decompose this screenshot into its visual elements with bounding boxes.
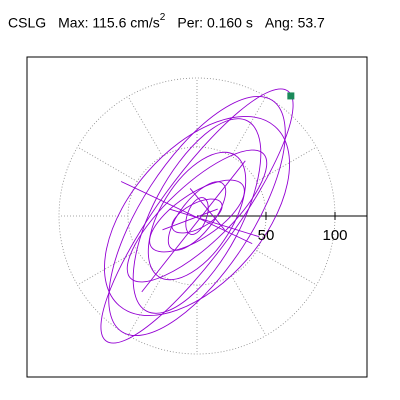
grid-spoke [127, 96, 163, 157]
grid-spoke [256, 146, 317, 182]
max-point-layer [287, 92, 295, 100]
max-point-marker [287, 92, 295, 100]
max-value: 115.6 cm/s [92, 14, 160, 31]
max-label: Max: [58, 14, 89, 31]
motion-loop [147, 151, 247, 281]
radial-tick-label: 50 [258, 227, 275, 244]
motion-loop [132, 118, 262, 314]
grid-spoke [77, 250, 138, 286]
motion-loop [126, 149, 268, 283]
motion-loop [100, 88, 294, 344]
period-label: Per: [177, 14, 204, 31]
grid-spoke [231, 275, 267, 336]
motion-segment [189, 188, 225, 231]
radial-tick-label: 100 [322, 227, 347, 244]
motion-loop [149, 179, 245, 253]
axes [197, 212, 367, 220]
motion-loop [171, 198, 223, 234]
motion-loop [108, 95, 286, 337]
period-value: 0.160 s [206, 14, 253, 31]
chart-title-bar: CSLG Max: 115.6 cm/s2 Per: 0.160 s Ang: 53.… [8, 12, 325, 31]
station-code: CSLG [8, 14, 47, 31]
motion-loop [104, 115, 290, 317]
motion-trace [100, 88, 294, 344]
motion-segment [169, 208, 260, 238]
grid-spoke [231, 96, 267, 157]
max-unit-exponent: 2 [159, 12, 166, 23]
plot-frame [26, 56, 368, 378]
motion-segment [141, 160, 246, 293]
grid-spoke [77, 146, 138, 182]
motion-segment [162, 208, 218, 231]
angle-label: Ang: [264, 14, 294, 31]
angle-value: 53.7 [297, 14, 325, 31]
tick-labels: 50 100 [258, 227, 348, 244]
motion-loop [167, 181, 227, 251]
motion-segment [120, 181, 253, 245]
grid-spoke [256, 250, 317, 286]
grid-spoke [127, 275, 163, 336]
